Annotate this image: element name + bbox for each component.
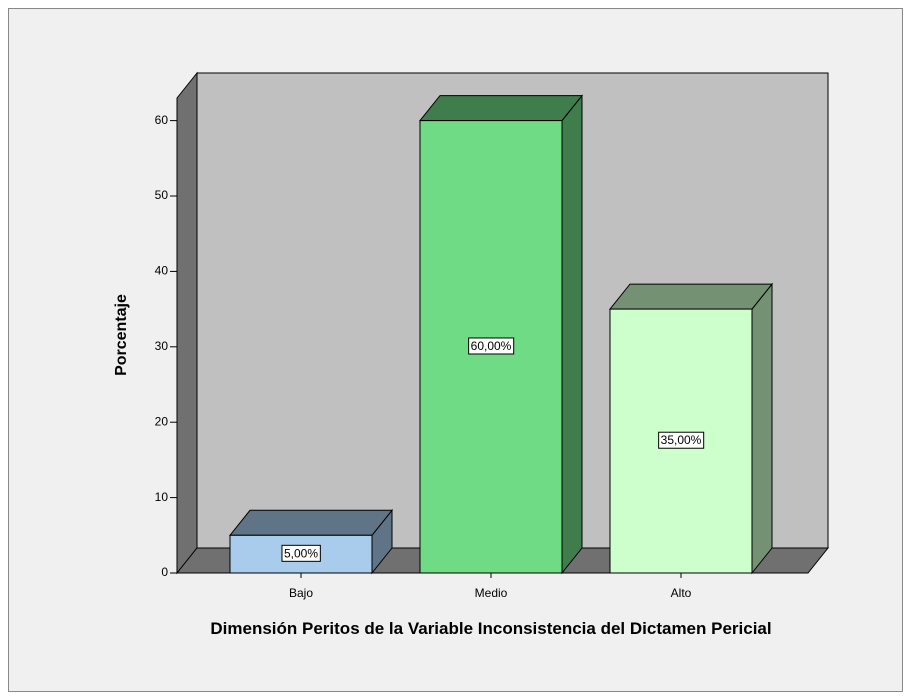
value-label: 35,00% [661,433,702,447]
y-tick-label: 40 [155,264,169,278]
bar-side [561,94,583,575]
x-tick-label: Alto [671,586,692,600]
bar-side [751,282,773,575]
y-axis-label: Porcentaje [113,294,130,376]
value-label-box [658,431,705,449]
y-tick-label: 30 [155,339,169,353]
x-axis-label: Dimensión Peritos de la Variable Inconsi… [210,619,772,638]
left-wall [176,71,198,575]
value-label: 5,00% [284,546,318,560]
x-tick-label: Bajo [289,586,313,600]
y-tick-label: 60 [155,113,169,127]
y-tick-label: 50 [155,188,169,202]
value-label-box [281,544,321,562]
bar-top [228,509,394,536]
y-tick-label: 20 [155,414,169,428]
value-label-box [468,337,515,355]
bar-top [418,95,584,122]
value-label: 60,00% [471,339,512,353]
bar-top [608,283,774,310]
x-tick-label: Medio [475,586,508,600]
y-tick-label: 0 [161,565,168,579]
y-tick-label: 10 [155,490,169,504]
